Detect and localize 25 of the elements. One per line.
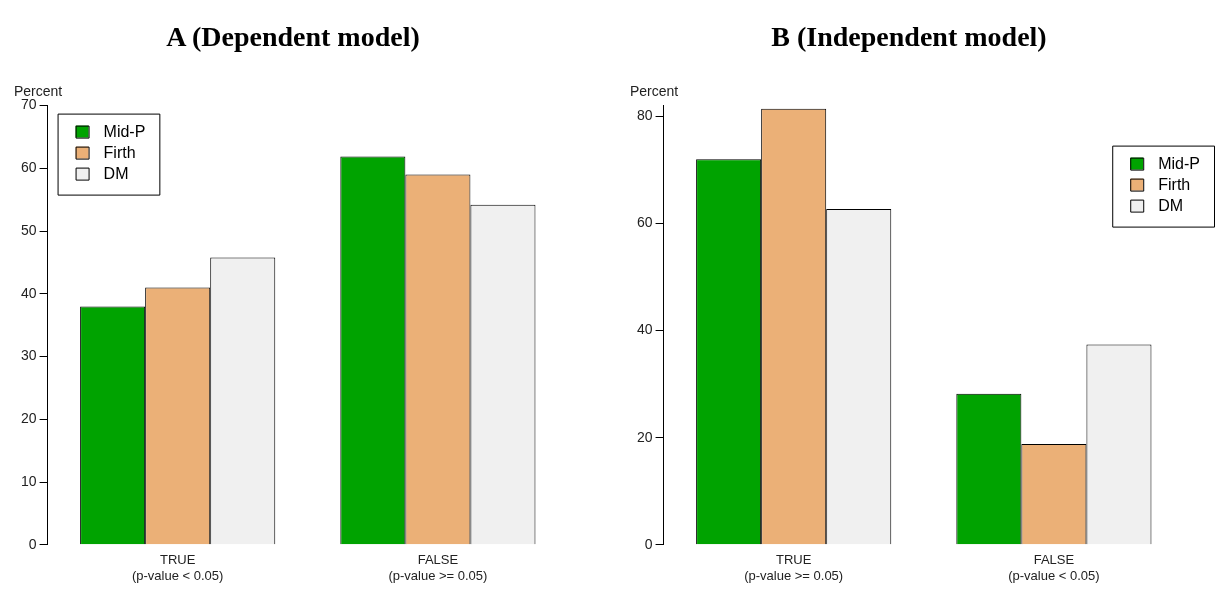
y-axis-title: Percent bbox=[630, 83, 679, 100]
y-tick-label: 60 bbox=[20, 159, 37, 176]
chart-title: A (Dependent model) bbox=[166, 21, 420, 53]
y-tick-label: 0 bbox=[644, 535, 653, 552]
y-tick-label: 40 bbox=[20, 284, 37, 301]
legend-label: Mid-P bbox=[1158, 155, 1200, 173]
x-tick-label: FALSE (p-value >= 0.05) bbox=[388, 552, 488, 583]
y-tick-label: 10 bbox=[20, 472, 37, 489]
legend-label: DM bbox=[103, 165, 129, 183]
y-tick-label: 60 bbox=[636, 214, 653, 231]
y-tick-label: 20 bbox=[20, 410, 37, 427]
x-tick-label: FALSE (p-value < 0.05) bbox=[1008, 552, 1100, 583]
x-tick-label: TRUE (p-value < 0.05) bbox=[131, 552, 224, 583]
legend-label: DM bbox=[1158, 197, 1184, 215]
y-tick-label: 30 bbox=[20, 347, 37, 364]
y-tick-label: 40 bbox=[636, 321, 653, 338]
legend-label: Mid-P bbox=[103, 123, 146, 141]
y-tick-label: 0 bbox=[28, 535, 37, 552]
legend-label: Firth bbox=[103, 144, 136, 162]
x-tick-label: TRUE (p-value >= 0.05) bbox=[744, 552, 844, 583]
chart-title: B (Independent model) bbox=[771, 21, 1047, 53]
y-tick-label: 50 bbox=[20, 221, 37, 238]
legend-label: Firth bbox=[1158, 176, 1191, 194]
y-tick-label: 80 bbox=[636, 107, 653, 124]
y-tick-label: 20 bbox=[636, 428, 653, 445]
